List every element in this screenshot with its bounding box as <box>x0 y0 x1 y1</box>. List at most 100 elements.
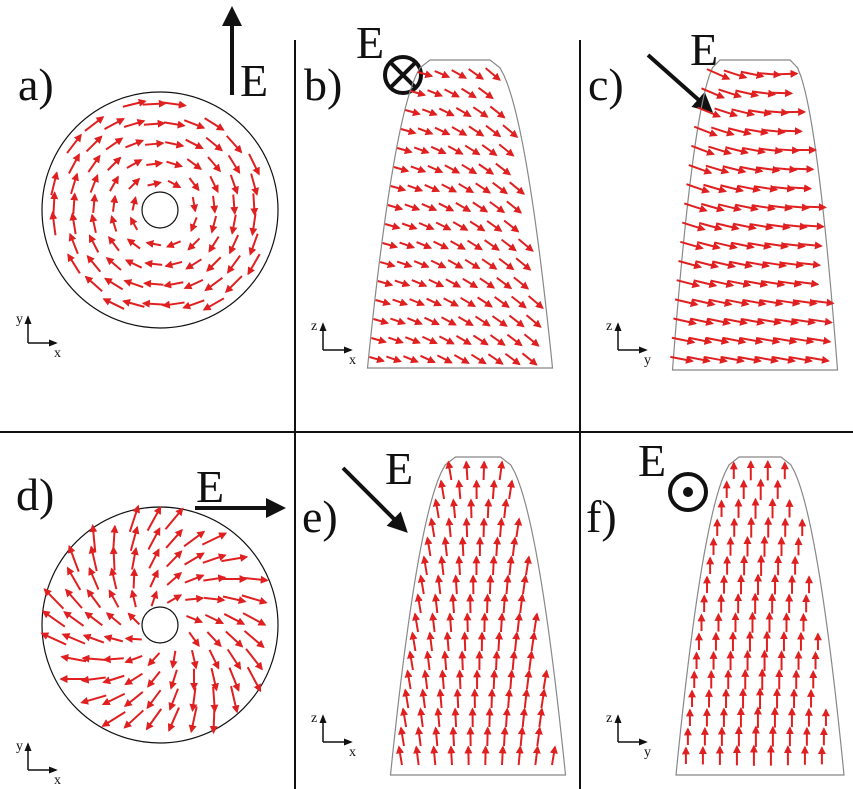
vector <box>407 318 421 324</box>
vector <box>462 165 476 174</box>
vector <box>193 688 196 711</box>
vector <box>167 241 180 246</box>
vector <box>62 657 86 661</box>
vector <box>113 548 114 571</box>
vector <box>113 196 115 211</box>
vector <box>64 612 83 626</box>
vector <box>93 526 96 553</box>
vector <box>405 110 419 114</box>
vector <box>243 613 265 625</box>
vector <box>437 355 451 362</box>
dot <box>683 487 693 497</box>
vector <box>510 182 524 194</box>
vector <box>504 500 506 518</box>
vector <box>388 338 402 343</box>
vector <box>434 747 436 765</box>
vector <box>434 242 448 249</box>
vector <box>552 747 555 765</box>
vector <box>519 239 533 251</box>
vector <box>166 530 182 548</box>
vector <box>184 300 205 307</box>
vector <box>519 747 521 765</box>
vector <box>248 254 259 274</box>
vector <box>416 747 418 765</box>
vector <box>468 241 482 250</box>
vector <box>429 280 443 287</box>
vector <box>462 538 463 556</box>
vector <box>451 747 452 765</box>
vector <box>188 238 199 249</box>
vector <box>402 223 416 228</box>
vector <box>107 613 121 624</box>
vector <box>69 154 79 173</box>
vector <box>88 256 101 272</box>
vector <box>441 317 455 324</box>
vector <box>803 207 825 208</box>
vector <box>469 126 483 135</box>
vector <box>495 297 509 307</box>
vector <box>456 576 457 594</box>
vector <box>408 185 422 190</box>
vector <box>516 519 519 537</box>
vector <box>246 649 262 669</box>
vector <box>447 633 448 651</box>
vector <box>492 316 506 326</box>
vector <box>189 178 198 190</box>
vector <box>167 573 181 585</box>
vector <box>229 155 240 172</box>
vector <box>126 674 143 685</box>
vector <box>435 128 449 135</box>
vector <box>148 507 161 530</box>
vector <box>516 258 530 269</box>
vector <box>510 671 511 689</box>
vector <box>51 173 56 195</box>
vector <box>104 299 124 309</box>
vector <box>204 598 224 600</box>
vector <box>405 204 419 209</box>
vector <box>228 649 241 668</box>
vector <box>473 335 487 344</box>
vector <box>90 568 99 589</box>
field-label: E <box>356 17 384 68</box>
vector <box>92 215 96 233</box>
vector <box>431 261 445 268</box>
hole <box>142 607 178 643</box>
vector <box>435 71 449 77</box>
vector <box>496 164 510 175</box>
vector <box>503 125 517 137</box>
vector <box>125 692 143 706</box>
vector <box>452 70 466 78</box>
vector <box>414 147 428 152</box>
vector <box>146 263 162 265</box>
vector <box>167 595 181 603</box>
field-label: E <box>196 461 224 512</box>
vector <box>133 198 136 211</box>
vector <box>163 103 185 106</box>
vector <box>775 74 797 75</box>
vector <box>86 277 102 291</box>
vector <box>63 634 85 643</box>
vector <box>523 709 525 727</box>
vector <box>427 538 430 556</box>
vector <box>231 686 237 712</box>
vector <box>91 175 98 192</box>
shape-outline <box>368 60 553 368</box>
vector <box>439 336 453 343</box>
vector <box>401 129 415 133</box>
vector <box>228 256 240 273</box>
vector <box>213 706 214 733</box>
vector <box>418 595 421 613</box>
vector <box>53 213 56 235</box>
vector <box>417 242 431 248</box>
vector <box>403 709 406 727</box>
vector <box>173 651 176 667</box>
vector <box>463 279 477 288</box>
axis-label: y <box>16 312 23 327</box>
vector <box>208 157 220 171</box>
vector <box>418 728 420 746</box>
vector <box>439 109 453 116</box>
vector <box>85 117 103 131</box>
vector <box>66 590 82 608</box>
vector <box>523 576 525 594</box>
vector <box>453 595 454 613</box>
